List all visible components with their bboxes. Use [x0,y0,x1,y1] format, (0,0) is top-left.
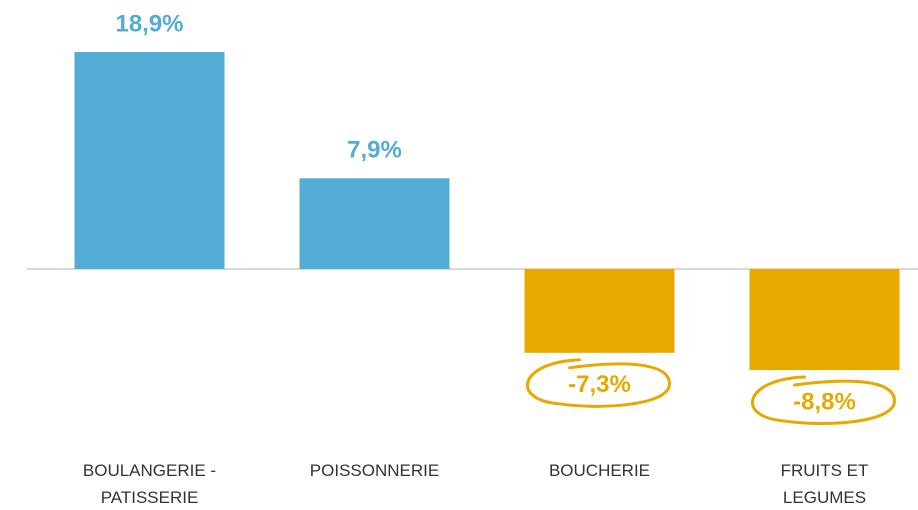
bar [524,269,675,353]
x-tick-label: BOUCHERIE [548,461,651,480]
highlight-circle [526,358,672,408]
data-label: -7,3% [568,371,631,398]
data-label: 7,9% [347,137,402,164]
bar [299,178,450,269]
data-label: -8,8% [793,388,856,415]
data-label: 18,9% [115,10,183,37]
x-tick-label: BOULANGERIE - PATISSERIE [82,461,217,507]
bar [74,52,225,269]
x-tick-label: FRUITS ET LEGUMES [780,461,869,507]
x-tick-label: POISSONNERIE [309,461,440,480]
bar [749,269,900,371]
highlight-circle [751,375,897,426]
